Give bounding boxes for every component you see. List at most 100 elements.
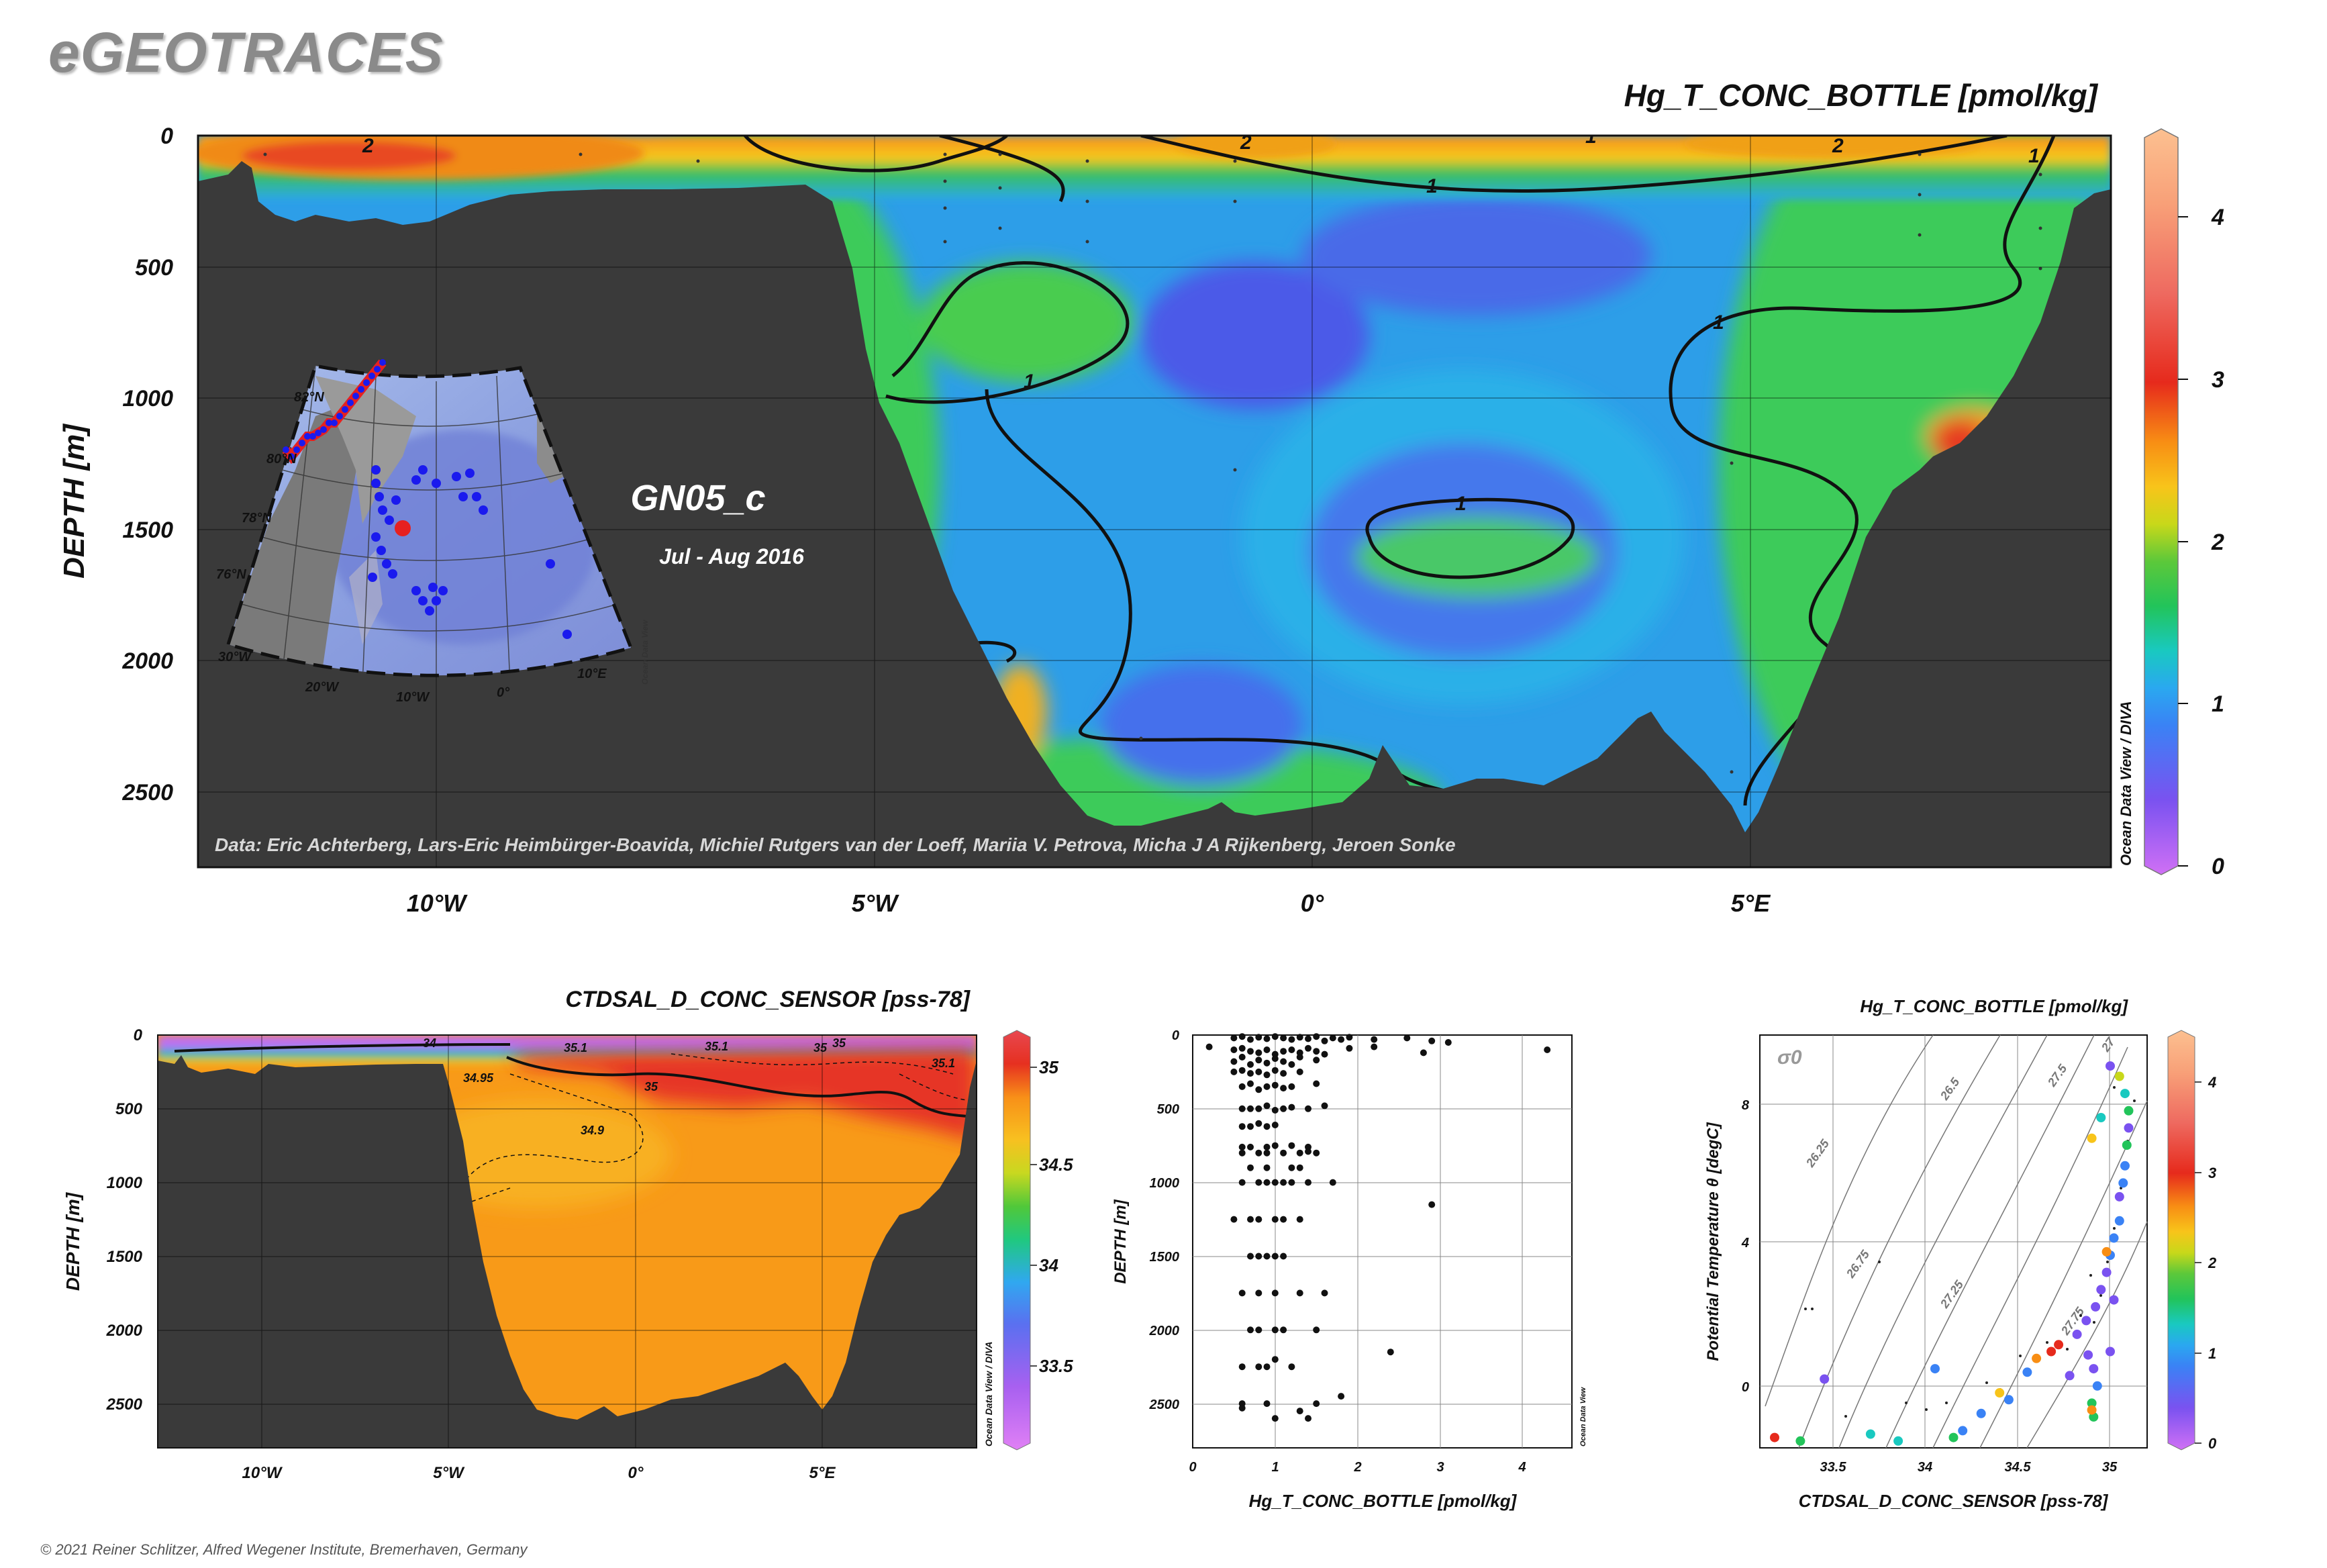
station-dot <box>304 433 311 440</box>
profile-point <box>1247 1216 1254 1223</box>
colorbar-tick: 0 <box>2212 854 2224 879</box>
y-tick-label: 1500 <box>1150 1250 1180 1265</box>
profile-x-axis-label: Hg_T_CONC_BOTTLE [pmol/kg] <box>1249 1491 1518 1511</box>
ts-point <box>2120 1161 2130 1171</box>
contour-label: 1 <box>1455 493 1467 515</box>
colorbar-tick: 1 <box>2208 1345 2216 1362</box>
profile-point <box>1271 1055 1279 1063</box>
sal-x-ticks: 10°W 5°W 0° 5°E <box>242 1464 836 1482</box>
profile-point <box>1238 1044 1246 1052</box>
ts-point <box>2120 1089 2130 1099</box>
profile-point <box>1280 1105 1287 1112</box>
x-tick-label: 3 <box>1436 1460 1444 1475</box>
map-lat-label: 82°N <box>294 390 324 405</box>
profile-point <box>1238 1053 1246 1061</box>
profile-point <box>1296 1068 1303 1075</box>
contour-label: 35 <box>813 1041 828 1055</box>
ts-point <box>2124 1106 2134 1116</box>
profile-point <box>1305 1044 1311 1052</box>
ts-point <box>2091 1302 2101 1312</box>
profile-point <box>1263 1179 1271 1186</box>
profile-point <box>1263 1400 1271 1408</box>
profile-point <box>1280 1179 1287 1186</box>
cruise-label: GN05_c <box>630 478 765 518</box>
y-tick-label: 1500 <box>107 1248 143 1266</box>
ts-point <box>2101 1267 2112 1277</box>
ts-point <box>2087 1133 2097 1143</box>
contour-label: 35 <box>832 1036 846 1050</box>
ts-point <box>2122 1140 2132 1150</box>
profile-point <box>1271 1067 1279 1074</box>
station-dot <box>331 420 338 426</box>
contour-label: 34.9 <box>581 1124 604 1137</box>
hg-contour-labels: 2 2 2 1 1 1 1 1 1 <box>362 132 2040 515</box>
profile-point <box>1255 1149 1262 1157</box>
brand-logo: eGEOTRACES <box>48 21 444 84</box>
y-tick-label: 1500 <box>122 518 173 543</box>
map-lat-label: 78°N <box>242 511 272 526</box>
station-dot <box>363 379 370 386</box>
profile-point <box>1255 1179 1262 1186</box>
profile-point <box>1238 1033 1246 1040</box>
profile-point <box>1238 1123 1246 1130</box>
y-tick-label: 0 <box>1172 1028 1179 1043</box>
profile-point <box>1296 1289 1303 1297</box>
profile-point <box>1230 1058 1238 1065</box>
sal-contour-labels: 34 35.1 35.1 35 35 35.1 34.95 35 34.9 <box>423 1036 955 1137</box>
profile-point <box>1247 1036 1254 1043</box>
profile-point <box>1338 1036 1345 1043</box>
x-tick-label: 35 <box>2102 1460 2118 1475</box>
profile-point <box>1255 1057 1262 1064</box>
profile-point <box>1288 1179 1295 1186</box>
profile-point <box>1321 1037 1328 1044</box>
profile-point <box>1247 1048 1254 1055</box>
profile-point <box>1263 1083 1271 1090</box>
hg-y-ticks: 0 500 1000 1500 2000 2500 <box>121 124 173 805</box>
contour-label: 2 <box>1240 132 1252 154</box>
profile-point <box>1230 1068 1238 1075</box>
data-credit: Data: Eric Achterberg, Lars-Eric Heimbür… <box>215 834 1456 855</box>
contour-label: 1 <box>1426 175 1438 197</box>
profile-point <box>1255 1253 1262 1260</box>
profile-point <box>1544 1046 1551 1053</box>
profile-point <box>1271 1179 1279 1186</box>
ts-point <box>2087 1405 2097 1415</box>
profile-point <box>1313 1048 1320 1055</box>
sal-section-title: CTDSAL_D_CONC_SENSOR [pss-78] <box>565 987 971 1012</box>
hg-section-plot: 2 2 2 1 1 1 1 1 1 <box>58 78 2224 917</box>
profile-point <box>1346 1044 1353 1052</box>
profile-point <box>1263 1035 1271 1042</box>
ts-point <box>2054 1340 2064 1350</box>
profile-point <box>1255 1216 1262 1223</box>
ts-point <box>2101 1246 2112 1257</box>
profile-point <box>1338 1393 1345 1400</box>
colorbar-tick: 2 <box>2211 530 2224 555</box>
profile-point <box>1271 1216 1279 1223</box>
profile-point <box>1230 1034 1238 1042</box>
isopycnals <box>1765 1034 2148 1449</box>
ts-point <box>1995 1388 2005 1398</box>
profile-point <box>1263 1059 1271 1067</box>
profile-point <box>1255 1326 1262 1334</box>
profile-point <box>1321 1102 1328 1110</box>
colorbar-tick: 3 <box>2212 367 2224 393</box>
profile-point <box>1321 1289 1328 1297</box>
profile-point <box>1263 1363 1271 1371</box>
y-tick-label: 2000 <box>1149 1324 1180 1338</box>
colorbar-tick: 35 <box>1039 1057 1058 1077</box>
profile-point <box>1271 1415 1279 1422</box>
y-tick-label: 2000 <box>121 648 173 674</box>
x-tick-label: 0° <box>628 1464 644 1482</box>
x-tick-label: 34.5 <box>2005 1460 2032 1475</box>
profile-point <box>1238 1143 1246 1150</box>
hg-x-ticks: 10°W 5°W 0° 5°E <box>407 889 1771 917</box>
profile-point <box>1255 1363 1262 1371</box>
contour-label: 1 <box>2028 145 2040 167</box>
profile-point <box>1255 1068 1262 1075</box>
map-lon-label: 0° <box>497 685 510 700</box>
contour-label: 2 <box>1832 135 1844 157</box>
profile-point <box>1205 1043 1213 1050</box>
ts-point <box>2083 1350 2093 1360</box>
profile-point <box>1305 1148 1311 1155</box>
profile-point <box>1271 1253 1279 1260</box>
